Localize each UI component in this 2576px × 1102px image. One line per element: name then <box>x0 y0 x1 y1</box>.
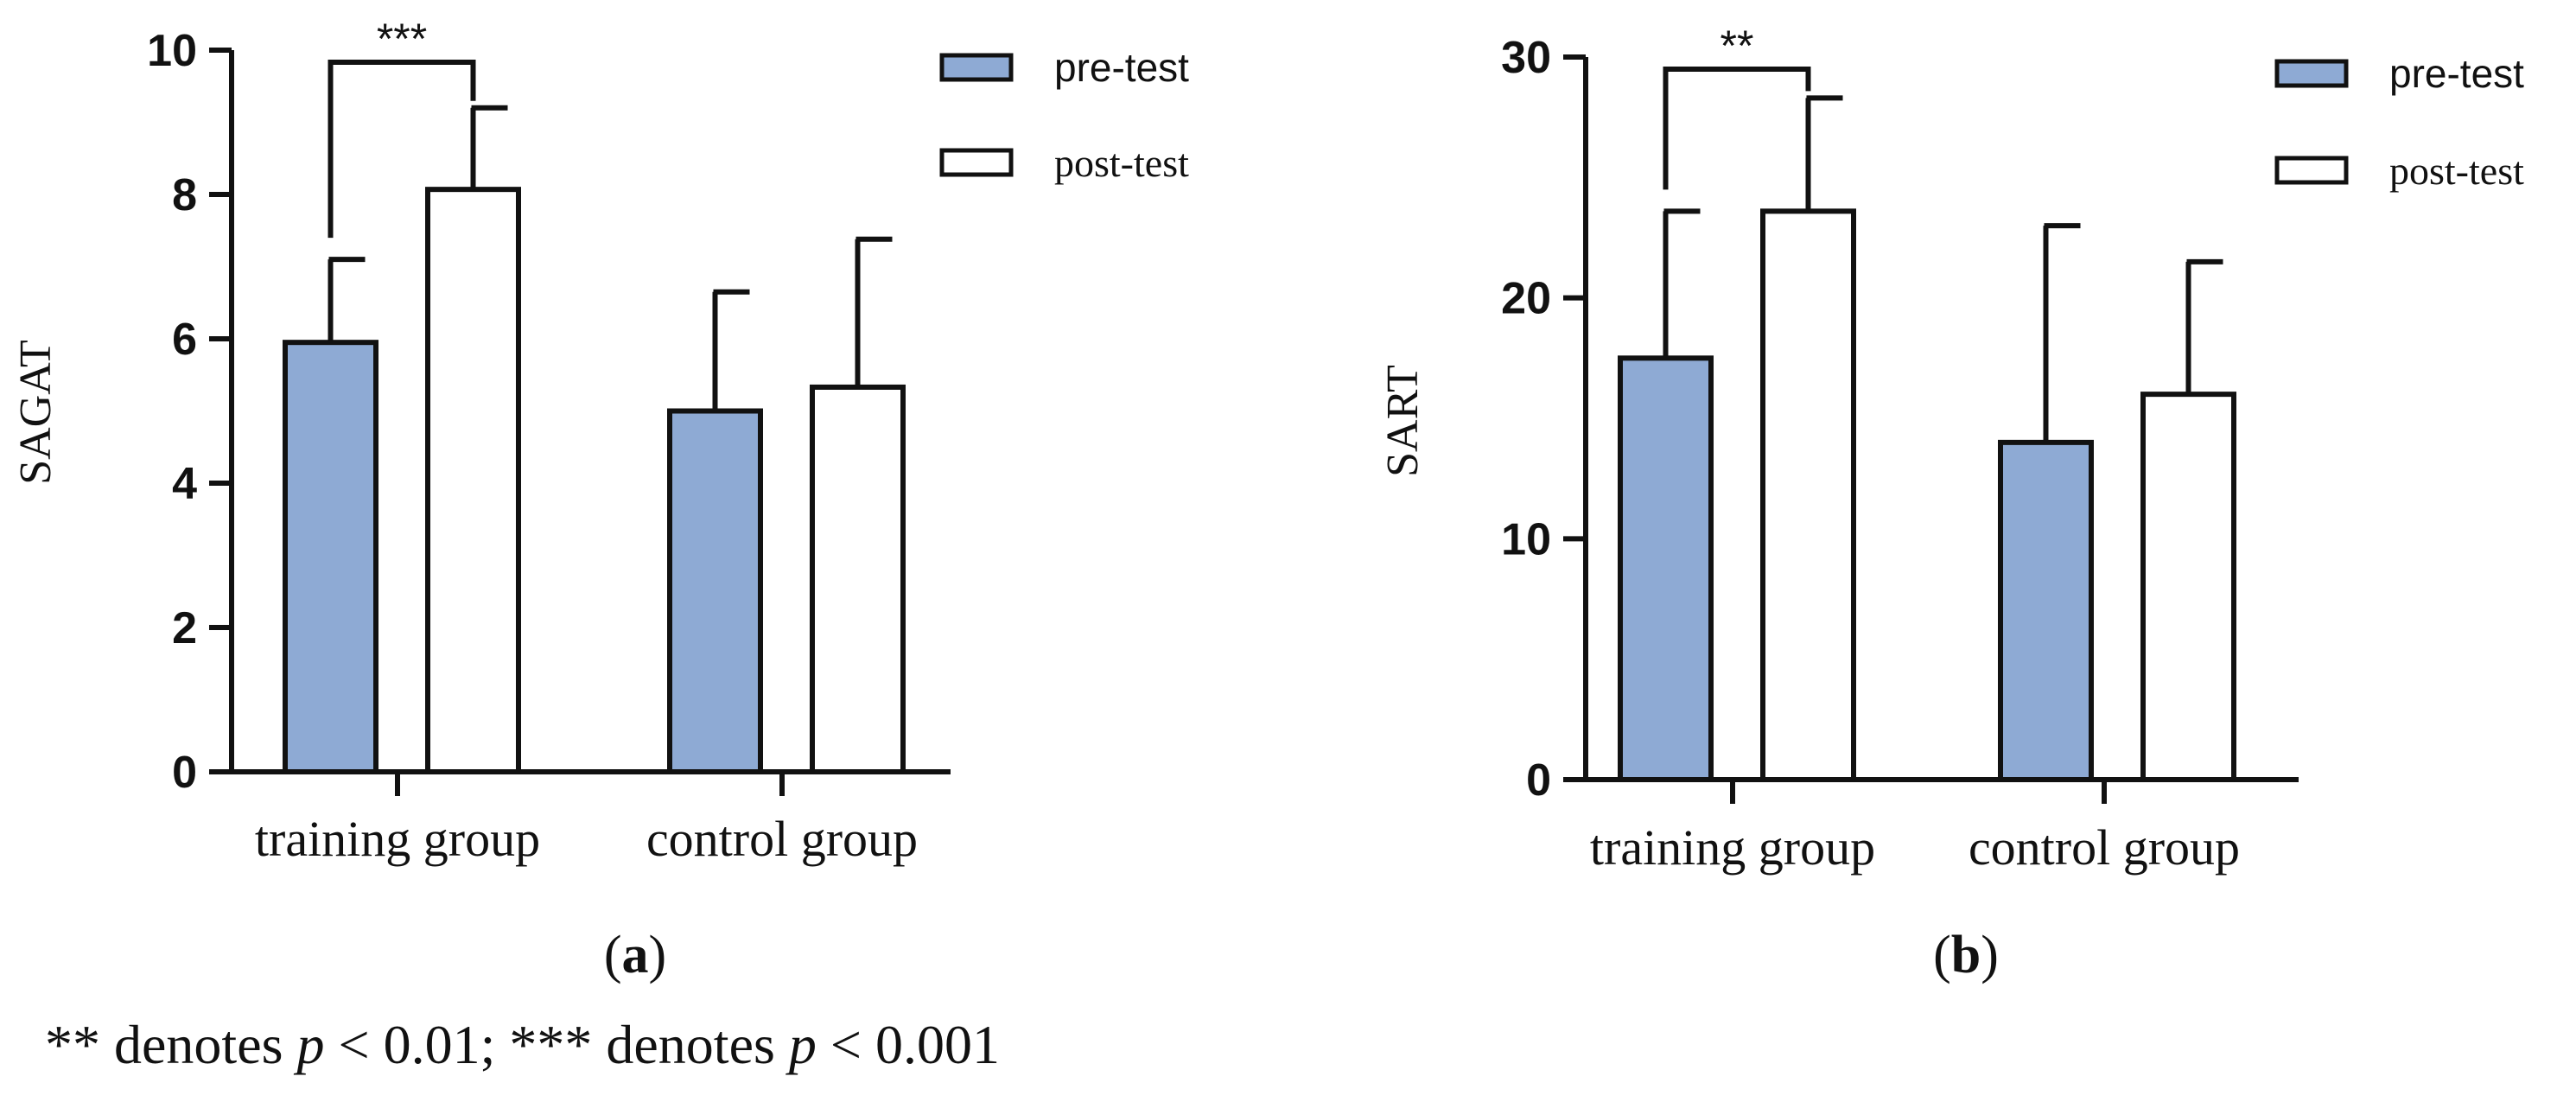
x-category-label: control group <box>646 811 918 867</box>
bar-post-test <box>810 384 906 774</box>
legend-swatch-post-test <box>2274 156 2349 185</box>
y-tick-label: 10 <box>147 26 197 76</box>
legend-swatch-pre-test <box>2274 59 2349 88</box>
legend-swatch-pre-test <box>939 53 1014 82</box>
bar-post-test <box>1760 208 1856 782</box>
y-axis-title: SART <box>1378 365 1428 477</box>
bar-post-test <box>425 187 521 774</box>
y-tick-label: 6 <box>172 315 197 365</box>
significance-bracket <box>328 60 476 239</box>
legend-label-pre-test: pre-test <box>2389 51 2524 96</box>
significance-bracket <box>1663 67 1811 190</box>
bar-post-test <box>2140 392 2236 782</box>
panel-label-a: (a) <box>604 926 666 984</box>
legend-swatch-post-test <box>939 148 1014 177</box>
x-category-label: training group <box>1590 819 1875 876</box>
y-axis-title: SAGAT <box>11 340 60 485</box>
y-tick-label: 0 <box>1526 755 1551 806</box>
chart-b-sart: 0 10 20 30 SART training group control group **… <box>1378 22 2524 876</box>
legend-label-post-test: post-test <box>1054 141 1189 185</box>
y-tick-label: 8 <box>172 170 197 220</box>
panel-label-b: (b) <box>1933 926 1999 984</box>
y-tick-label: 2 <box>172 603 197 653</box>
bar-pre-test <box>283 340 378 774</box>
x-category-label: training group <box>255 811 540 867</box>
x-category-label: control group <box>1969 819 2240 876</box>
bar-pre-test <box>667 408 763 774</box>
significance-stars: *** <box>377 15 427 63</box>
bar-pre-test <box>1998 439 2094 782</box>
significance-footnote: ** denotes p < 0.01; *** denotes p < 0.0… <box>45 1014 1000 1075</box>
y-tick-label: 0 <box>172 748 197 798</box>
y-tick-label: 4 <box>172 459 197 509</box>
y-tick-label: 20 <box>1501 274 1551 324</box>
y-tick-label: 10 <box>1501 514 1551 564</box>
significance-stars: ** <box>1721 22 1754 70</box>
y-tick-label: 30 <box>1501 33 1551 83</box>
legend-label-post-test: post-test <box>2389 149 2524 193</box>
legend-label-pre-test: pre-test <box>1054 45 1189 90</box>
bar-pre-test <box>1618 355 1714 782</box>
chart-a-sagat: 0 2 4 6 8 10 SAGAT training group control group *… <box>11 15 1189 867</box>
